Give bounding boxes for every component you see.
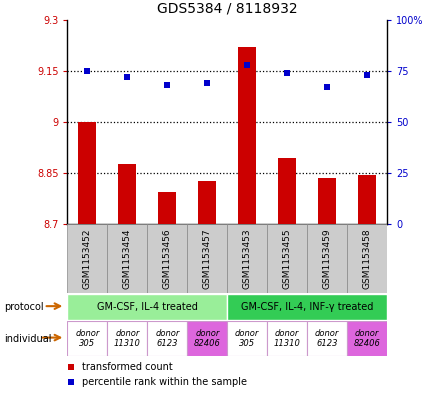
Bar <box>278 158 296 224</box>
Text: percentile rank within the sample: percentile rank within the sample <box>82 376 246 387</box>
Text: protocol: protocol <box>4 302 44 312</box>
Text: GSM1153456: GSM1153456 <box>162 228 171 289</box>
Text: GSM1153453: GSM1153453 <box>242 228 251 289</box>
Text: donor
11310: donor 11310 <box>273 329 300 348</box>
Text: donor
11310: donor 11310 <box>114 329 141 348</box>
Bar <box>67 321 107 356</box>
Bar <box>266 321 306 356</box>
Text: GM-CSF, IL-4 treated: GM-CSF, IL-4 treated <box>97 302 197 312</box>
Bar <box>187 224 227 293</box>
Bar <box>227 294 386 320</box>
Bar <box>346 321 386 356</box>
Text: GSM1153454: GSM1153454 <box>122 228 132 288</box>
Bar <box>306 224 346 293</box>
Bar <box>187 321 227 356</box>
Bar <box>346 224 386 293</box>
Text: donor
6123: donor 6123 <box>314 329 339 348</box>
Bar <box>198 182 216 224</box>
Text: GSM1153455: GSM1153455 <box>282 228 291 289</box>
Title: GDS5384 / 8118932: GDS5384 / 8118932 <box>157 2 297 16</box>
Bar <box>107 321 147 356</box>
Text: transformed count: transformed count <box>82 362 172 372</box>
Bar <box>107 224 147 293</box>
Bar <box>357 174 375 224</box>
Bar <box>227 321 266 356</box>
Text: GSM1153452: GSM1153452 <box>83 228 92 288</box>
Bar <box>306 321 346 356</box>
Bar <box>238 47 256 224</box>
Bar <box>158 192 176 224</box>
Text: donor
305: donor 305 <box>75 329 99 348</box>
Text: GM-CSF, IL-4, INF-γ treated: GM-CSF, IL-4, INF-γ treated <box>240 302 372 312</box>
Bar <box>266 224 306 293</box>
Text: GSM1153457: GSM1153457 <box>202 228 211 289</box>
Bar <box>147 321 187 356</box>
Bar <box>147 224 187 293</box>
Bar <box>67 294 227 320</box>
Bar <box>78 122 96 224</box>
Text: GSM1153458: GSM1153458 <box>362 228 371 289</box>
Text: donor
6123: donor 6123 <box>155 329 179 348</box>
Text: donor
305: donor 305 <box>234 329 259 348</box>
Bar <box>67 224 107 293</box>
Bar <box>318 178 335 224</box>
Text: individual: individual <box>4 334 52 344</box>
Bar <box>227 224 266 293</box>
Text: donor
82406: donor 82406 <box>353 329 380 348</box>
Text: GSM1153459: GSM1153459 <box>322 228 331 289</box>
Bar <box>118 164 136 224</box>
Text: donor
82406: donor 82406 <box>194 329 220 348</box>
